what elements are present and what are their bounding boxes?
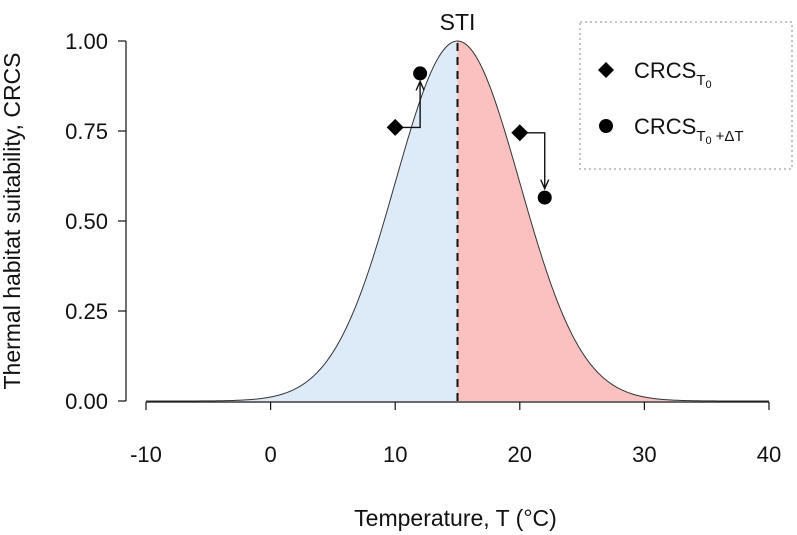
change-arrow-head <box>415 79 425 91</box>
suitability-curve <box>146 40 769 402</box>
x-tick-label: 40 <box>757 442 781 467</box>
region-below-sti <box>146 41 458 401</box>
legend-circle-marker <box>599 119 613 133</box>
y-tick-label: 0.00 <box>65 389 108 414</box>
legend: CRCST0 CRCST0 +ΔT <box>579 21 793 170</box>
x-tick-label: 20 <box>508 442 532 467</box>
region-above-sti <box>457 41 769 401</box>
change-arrow-head <box>540 179 550 191</box>
x-tick-label: 30 <box>632 442 656 467</box>
legend-label-crcs-t0: CRCST0 <box>634 58 712 91</box>
circle-point-crcs-t0-plus-dt <box>413 66 428 81</box>
x-tick-label: 0 <box>264 442 276 467</box>
y-tick-label: 1.00 <box>65 29 108 54</box>
legend-label-sub2: 0 <box>706 135 712 147</box>
legend-label-crcs-t0-plus-dt: CRCST0 +ΔT <box>634 114 744 147</box>
legend-label-extra: +ΔT <box>716 128 744 145</box>
y-tick-label: 0.75 <box>65 119 108 144</box>
legend-label-sub: T <box>696 128 705 145</box>
legend-label-main: CRCS <box>634 58 696 83</box>
y-axis-title: Thermal habitat suitability, CRCS <box>0 52 25 389</box>
x-tick-label: -10 <box>130 442 162 467</box>
x-axis-title: Temperature, T (°C) <box>354 505 557 531</box>
y-tick-label: 0.25 <box>65 299 108 324</box>
sti-label: STI <box>440 9 476 35</box>
x-tick-label: 10 <box>383 442 407 467</box>
legend-label-sub: T <box>696 72 705 89</box>
legend-entry-crcs-t0-plus-dt: CRCST0 +ΔT <box>599 114 744 147</box>
legend-diamond-marker <box>598 62 614 78</box>
circle-point-crcs-t0-plus-dt <box>537 190 552 205</box>
y-tick-label: 0.50 <box>65 209 108 234</box>
legend-label-main: CRCS <box>634 114 696 139</box>
legend-box <box>579 21 793 170</box>
legend-label-sub2: 0 <box>706 79 712 91</box>
legend-entry-crcs-t0: CRCST0 <box>598 58 712 91</box>
diamond-point-crcs-t0 <box>386 118 404 136</box>
diamond-point-crcs-t0 <box>511 124 529 142</box>
